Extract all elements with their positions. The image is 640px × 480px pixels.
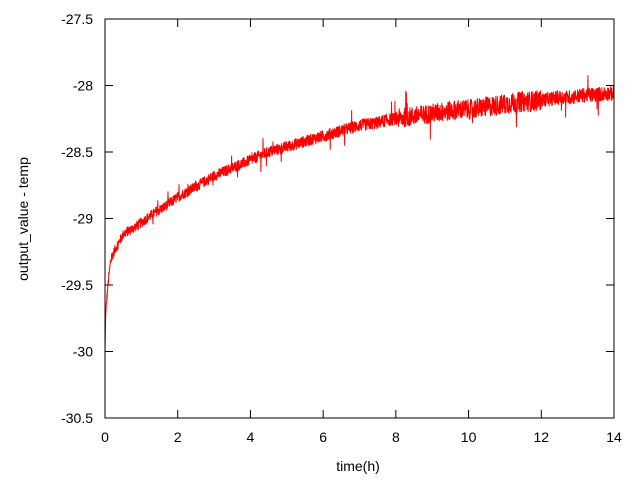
y-tick-label: -28 <box>73 78 93 94</box>
x-tick-label: 4 <box>247 429 255 445</box>
x-axis-label: time(h) <box>336 458 380 474</box>
series-line <box>104 75 615 352</box>
series-group <box>104 75 615 352</box>
x-tick-label: 6 <box>319 429 327 445</box>
x-tick-label: 14 <box>606 429 622 445</box>
x-axis-ticks: 0 2 4 6 8 10 12 14 <box>101 19 622 445</box>
y-tick-label: -28.5 <box>61 144 93 160</box>
y-tick-label: -30 <box>73 344 93 360</box>
y-tick-label: -30.5 <box>61 410 93 426</box>
x-tick-label: 0 <box>101 429 109 445</box>
x-tick-label: 10 <box>461 429 477 445</box>
y-tick-label: -27.5 <box>61 11 93 27</box>
x-tick-label: 2 <box>174 429 182 445</box>
y-tick-label: -29.5 <box>61 277 93 293</box>
y-tick-label: -29 <box>73 211 93 227</box>
y-axis-label: output_value - temp <box>15 157 31 281</box>
plot-frame <box>104 18 615 419</box>
x-tick-label: 12 <box>533 429 549 445</box>
x-tick-label: 8 <box>392 429 400 445</box>
y-axis-ticks: -30.5 -30 -29.5 -29 -28.5 -28 -27.5 <box>61 11 614 426</box>
